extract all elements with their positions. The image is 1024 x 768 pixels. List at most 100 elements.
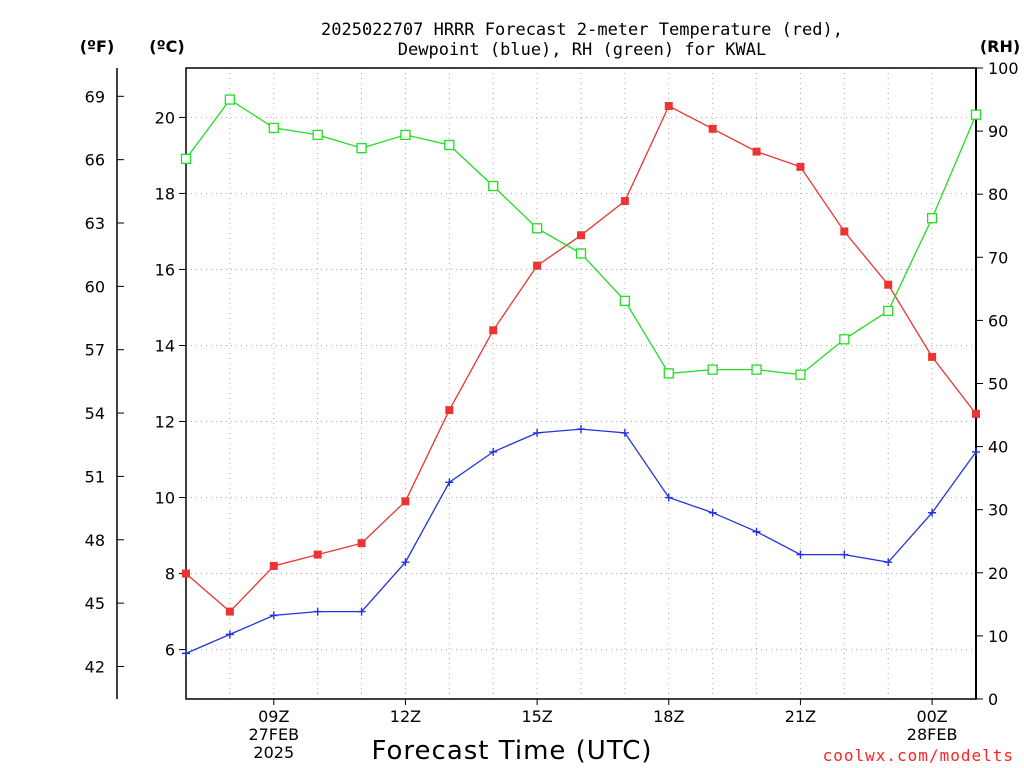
dewpoint-point (884, 558, 893, 567)
rh-point (663, 368, 674, 379)
dewpoint-point (620, 428, 629, 437)
dewpoint-point (445, 478, 454, 487)
fahrenheit-unit-label: (ºF) (80, 37, 115, 56)
rh-tick-label: 40 (988, 438, 1008, 457)
rh-point (531, 223, 543, 234)
fahrenheit-tick-label: 45 (85, 594, 105, 613)
data-series (180, 94, 982, 658)
grid-lines (186, 68, 976, 699)
rh-point (180, 153, 192, 165)
chart-title-line-2: Dewpoint (blue), RH (green) for KWAL (398, 40, 766, 60)
temperature-point (445, 406, 454, 415)
x-tick-label: 18Z (653, 707, 684, 726)
x-tick-label: 12Z (390, 707, 421, 726)
axes: 6 8 10 12 14 16 18 20 42 45 48 51 54 57 60 63 66 69 0 10 20 3… (85, 59, 1019, 762)
dewpoint-point (708, 508, 717, 517)
celsius-tick-label: 14 (155, 336, 175, 355)
chart-title-line-1: 2025022707 HRRR Forecast 2-meter Tempera… (321, 20, 843, 40)
temperature-point (620, 197, 629, 206)
rh-point (883, 305, 894, 317)
dewpoint-point (182, 649, 190, 658)
temperature-point (401, 497, 410, 506)
series-rh (180, 94, 982, 380)
rh-point (839, 334, 850, 345)
plot-frame (116, 67, 977, 700)
rh-tick-label: 30 (988, 501, 1008, 520)
x-tick-label: 2025 (253, 743, 294, 762)
celsius-tick-label: 12 (155, 413, 175, 432)
fahrenheit-tick-label: 54 (85, 404, 105, 423)
rh-point (795, 369, 806, 380)
fahrenheit-tick-label: 48 (85, 531, 105, 550)
celsius-tick-label: 6 (165, 641, 175, 660)
rh-point (356, 142, 367, 154)
temperature-point (269, 561, 278, 570)
temperature-point (357, 539, 366, 548)
rh-tick-label: 100 (988, 59, 1019, 78)
dewpoint-point (489, 447, 498, 456)
x-tick-label: 28FEB (907, 725, 958, 744)
dewpoint-point (928, 508, 937, 517)
rh-tick-label: 50 (988, 375, 1008, 394)
x-tick-label: 15Z (521, 707, 552, 726)
rh-tick-label: 10 (988, 627, 1008, 646)
dewpoint-point (752, 527, 761, 536)
rh-point (926, 213, 938, 224)
dewpoint-point (840, 550, 849, 559)
fahrenheit-tick-label: 42 (85, 657, 105, 676)
rh-tick-label: 90 (988, 122, 1008, 141)
temperature-point (664, 102, 673, 111)
dewpoint-point (357, 607, 366, 616)
x-axis-label: Forecast Time (UTC) (371, 736, 652, 766)
rh-point (268, 122, 279, 134)
celsius-tick-label: 8 (165, 565, 175, 584)
x-tick-label: 27FEB (248, 725, 299, 744)
credit-text: coolwx.com/modelts (823, 746, 1014, 765)
temperature-point (796, 162, 805, 171)
rh-tick-label: 70 (988, 248, 1008, 267)
rh-point (488, 180, 499, 192)
celsius-tick-label: 20 (155, 108, 175, 127)
fahrenheit-tick-label: 63 (85, 214, 105, 233)
dewpoint-point (972, 447, 980, 456)
rh-tick-label: 80 (988, 185, 1008, 204)
temperature-point (928, 352, 937, 361)
x-tick-label: 21Z (785, 707, 816, 726)
rh-point (707, 364, 718, 375)
rh-unit-label: (RH) (980, 37, 1020, 56)
dewpoint-point (664, 493, 673, 502)
fahrenheit-tick-label: 66 (85, 151, 105, 170)
dewpoint-point (225, 630, 234, 639)
celsius-tick-label: 18 (155, 184, 175, 203)
temperature-point (708, 124, 717, 133)
fahrenheit-tick-label: 57 (85, 341, 105, 360)
temperature-point (533, 261, 542, 270)
dewpoint-line (185, 428, 977, 654)
series-temperature (182, 102, 980, 616)
rh-tick-label: 0 (988, 690, 998, 709)
dewpoint-point (313, 607, 322, 616)
fahrenheit-tick-label: 69 (85, 87, 105, 106)
dewpoint-point (269, 611, 278, 620)
rh-point (312, 129, 323, 141)
rh-tick-label: 20 (988, 564, 1008, 583)
temperature-point (489, 326, 498, 335)
temperature-point (182, 569, 190, 578)
dewpoint-point (401, 558, 410, 567)
celsius-unit-label: (ºC) (149, 37, 184, 56)
rh-point (400, 129, 411, 141)
rh-point (575, 248, 587, 259)
temperature-point (840, 227, 849, 236)
temperature-point (972, 409, 980, 418)
rh-point (970, 109, 982, 120)
rh-tick-label: 60 (988, 311, 1008, 330)
temperature-point (752, 147, 761, 156)
fahrenheit-tick-label: 60 (85, 277, 105, 296)
rh-point (619, 295, 631, 306)
dewpoint-point (577, 425, 585, 434)
temperature-point (577, 231, 585, 240)
dewpoint-point (533, 428, 542, 437)
x-tick-label: 00Z (916, 707, 947, 726)
fahrenheit-tick-label: 51 (85, 467, 105, 486)
